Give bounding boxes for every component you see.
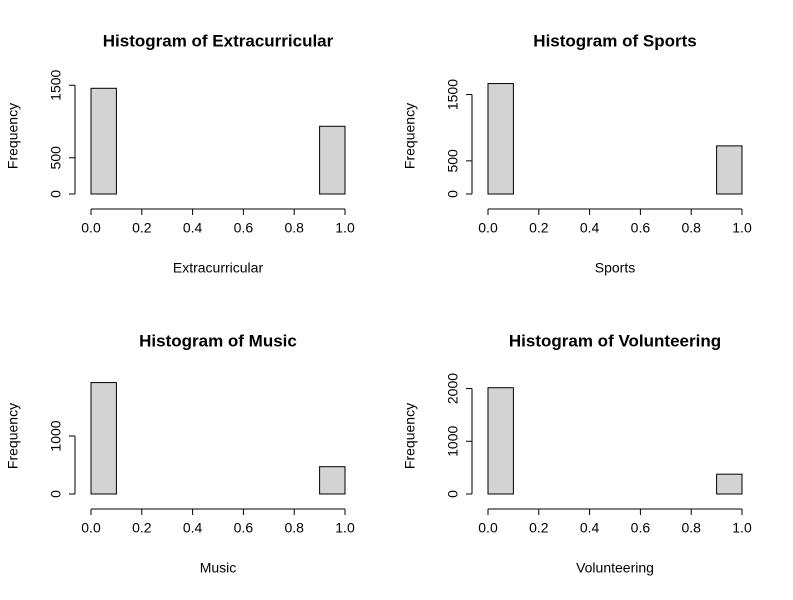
y-tick-label: 1000 (445, 425, 461, 456)
y-axis-label: Frequency (402, 403, 418, 469)
x-tick-label: 0.6 (631, 220, 651, 236)
bar (487, 387, 514, 495)
x-tick-label: 0.4 (183, 220, 203, 236)
x-tick-label: 1.0 (732, 220, 752, 236)
x-tick-label: 1.0 (335, 520, 355, 536)
x-tick-label: 0.0 (81, 220, 101, 236)
x-tick-label: 0.4 (183, 520, 203, 536)
bar (319, 466, 346, 495)
y-tick-label: 500 (48, 146, 64, 170)
x-tick-label: 0.0 (478, 220, 498, 236)
y-axis-label: Frequency (5, 103, 21, 169)
bar (319, 125, 346, 195)
bar (716, 473, 743, 495)
x-tick-label: 1.0 (732, 520, 752, 536)
chart-title: Histogram of Extracurricular (103, 31, 334, 50)
x-tick-label: 0.8 (284, 220, 304, 236)
chart-title: Histogram of Volunteering (509, 331, 721, 350)
x-tick-label: 0.4 (580, 220, 600, 236)
x-tick-label: 0.0 (478, 520, 498, 536)
x-tick-label: 0.2 (132, 220, 152, 236)
chart-title: Histogram of Sports (533, 31, 696, 50)
x-axis-label: Volunteering (576, 560, 654, 576)
bar (90, 87, 117, 195)
x-tick-label: 0.2 (529, 220, 549, 236)
bar (716, 145, 743, 195)
x-tick-label: 0.2 (132, 520, 152, 536)
x-tick-label: 1.0 (335, 220, 355, 236)
y-tick-label: 0 (445, 490, 461, 498)
bar (90, 382, 117, 495)
y-tick-label: 0 (48, 490, 64, 498)
y-tick-label: 0 (445, 190, 461, 198)
x-tick-label: 0.8 (284, 520, 304, 536)
y-tick-label: 0 (48, 190, 64, 198)
x-tick-label: 0.6 (631, 520, 651, 536)
y-tick-label: 1000 (48, 420, 64, 451)
x-tick-label: 0.8 (681, 520, 701, 536)
x-tick-label: 0.8 (681, 220, 701, 236)
y-tick-label: 1500 (48, 69, 64, 100)
x-tick-label: 0.6 (234, 520, 254, 536)
y-axis-label: Frequency (5, 403, 21, 469)
y-tick-label: 500 (445, 149, 461, 173)
x-axis-label: Music (200, 560, 237, 576)
y-tick-label: 2000 (445, 373, 461, 404)
bar (487, 83, 514, 195)
x-tick-label: 0.6 (234, 220, 254, 236)
x-tick-label: 0.2 (529, 520, 549, 536)
y-axis-label: Frequency (402, 103, 418, 169)
x-tick-label: 0.0 (81, 520, 101, 536)
y-tick-label: 1500 (445, 79, 461, 110)
x-axis-label: Sports (595, 260, 635, 276)
chart-title: Histogram of Music (139, 331, 297, 350)
x-tick-label: 0.4 (580, 520, 600, 536)
x-axis-label: Extracurricular (173, 260, 264, 276)
